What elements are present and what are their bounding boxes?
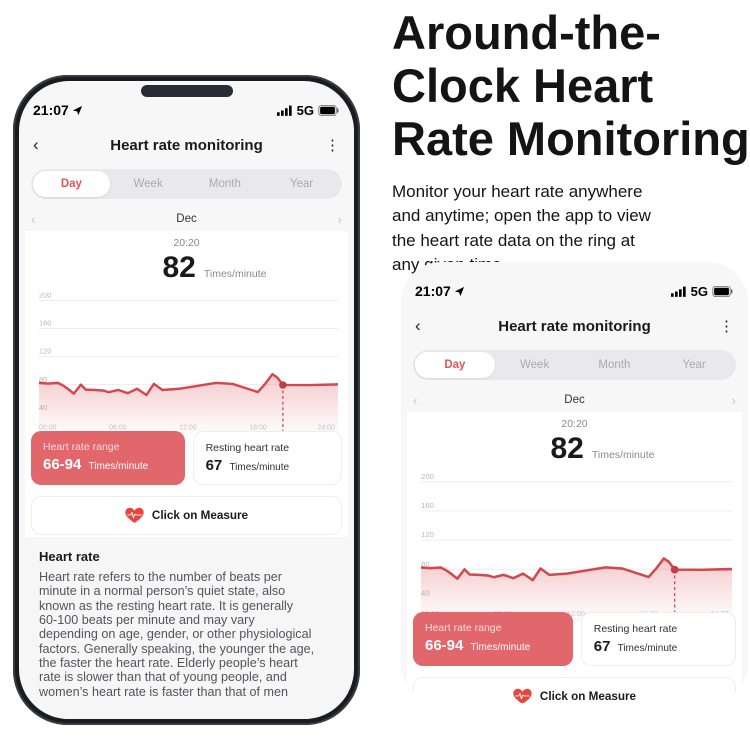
svg-text:160: 160 (421, 501, 435, 510)
svg-text:200: 200 (39, 293, 51, 300)
svg-text:120: 120 (39, 347, 51, 356)
svg-text:200: 200 (421, 474, 435, 481)
svg-text:160: 160 (39, 319, 51, 328)
svg-text:120: 120 (421, 530, 435, 539)
